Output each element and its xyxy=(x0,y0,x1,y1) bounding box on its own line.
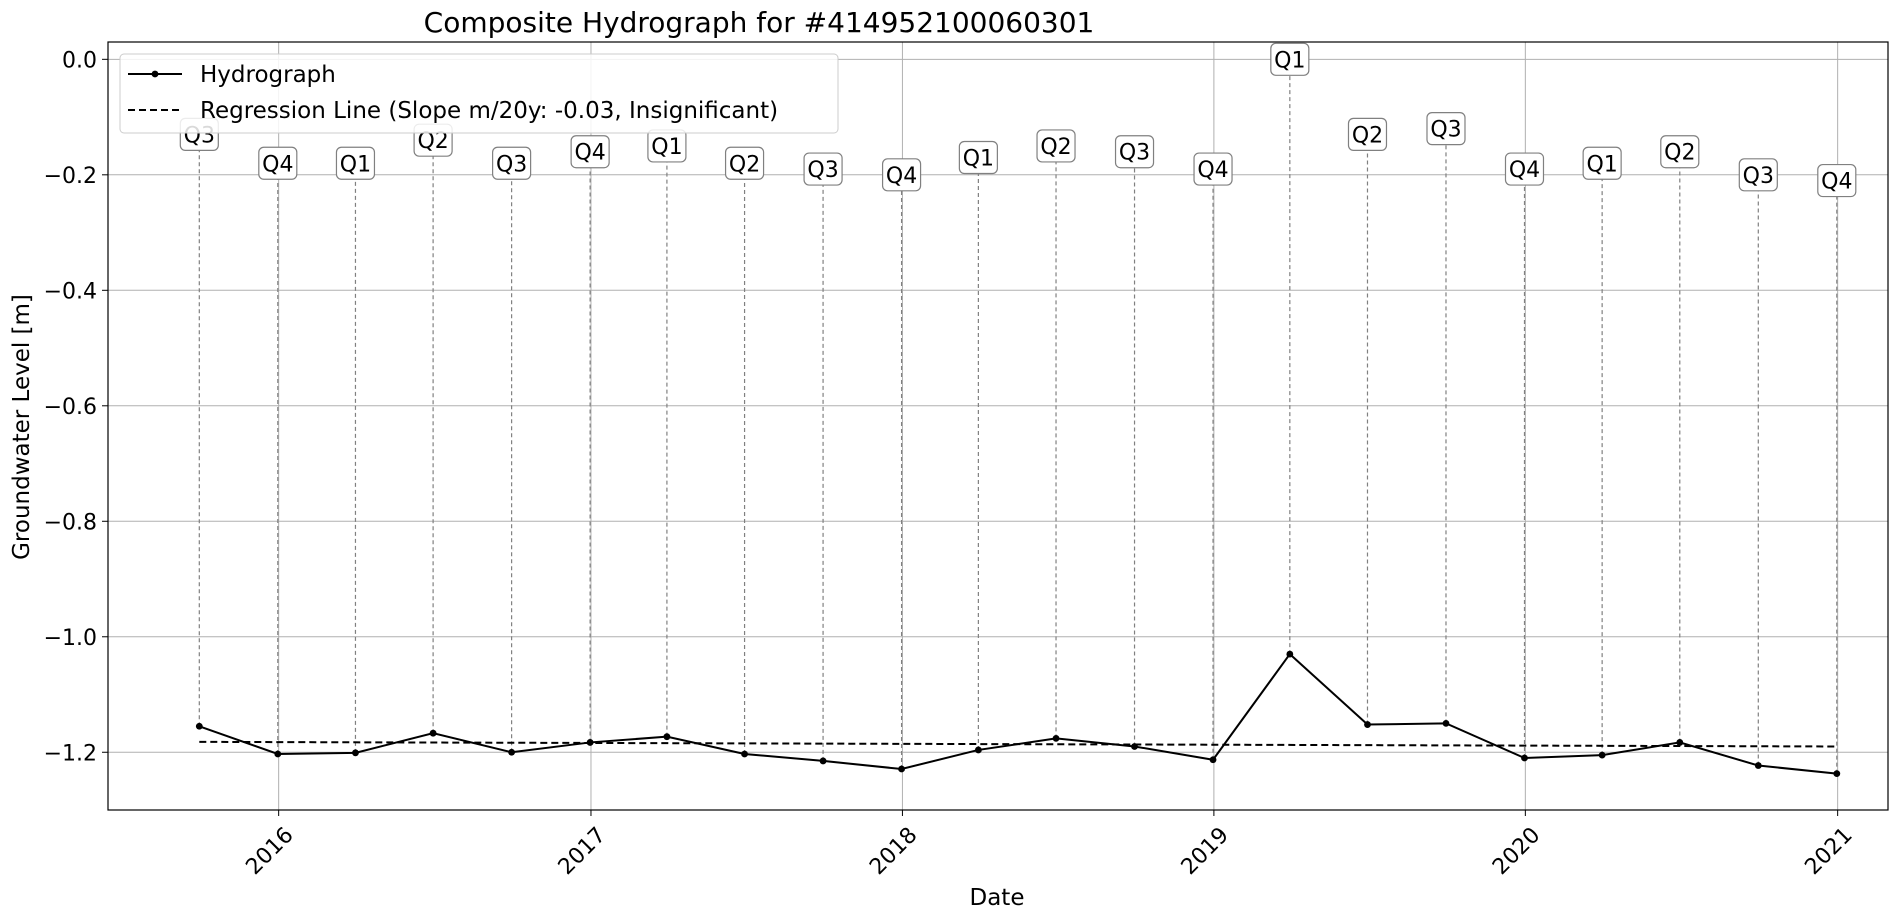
hydrograph-point xyxy=(586,739,594,746)
quarter-label: Q3 xyxy=(1119,141,1150,166)
hydrograph-point xyxy=(663,733,671,741)
chart-title: Composite Hydrograph for #41495210006030… xyxy=(424,6,1095,39)
legend: Hydrograph Regression Line (Slope m/20y:… xyxy=(119,53,839,134)
quarter-label-box xyxy=(335,146,376,180)
quarter-label-box xyxy=(1660,135,1700,169)
quarter-label-box xyxy=(492,146,532,180)
quarter-label: Q4 xyxy=(574,141,605,166)
quarter-label: Q2 xyxy=(1040,135,1071,160)
quarter-label: Q1 xyxy=(340,152,371,177)
legend-regression-label: Regression Line (Slope m/20y: -0.03, Ins… xyxy=(200,98,778,124)
legend-hydrograph-marker xyxy=(151,70,159,78)
hydrograph-point xyxy=(1521,754,1528,762)
quarter-label-box xyxy=(1193,152,1233,186)
quarter-label: Q3 xyxy=(1743,164,1774,189)
hydrograph-point xyxy=(1598,751,1606,759)
y-tick-label: −1.2 xyxy=(44,741,97,766)
y-tick-label: −0.8 xyxy=(44,510,97,535)
series xyxy=(195,650,1841,778)
hydrograph-point xyxy=(1131,743,1138,750)
annotation-connectors xyxy=(198,59,1838,774)
quarter-label: Q1 xyxy=(651,135,682,160)
hydrograph-point xyxy=(1442,719,1450,727)
legend-hydrograph-label: Hydrograph xyxy=(200,62,336,88)
quarter-label: Q1 xyxy=(963,146,994,171)
hydrograph-point xyxy=(819,757,827,765)
hydrograph-point xyxy=(429,729,437,737)
quarter-label-box xyxy=(803,152,843,186)
y-tick-label: −0.2 xyxy=(44,164,97,189)
y-axis-label: Groundwater Level [m] xyxy=(9,294,35,560)
quarter-label-box xyxy=(1504,152,1545,186)
y-tick-label: −0.4 xyxy=(44,279,97,304)
quarter-label: Q1 xyxy=(1586,152,1617,177)
hydrograph-point xyxy=(1052,734,1060,742)
hydrograph-point xyxy=(1833,770,1841,778)
hydrograph-point xyxy=(974,746,982,754)
quarter-label-box xyxy=(881,158,922,192)
hydrograph-point xyxy=(195,722,203,730)
hydrograph-point xyxy=(352,749,359,757)
quarter-label: Q4 xyxy=(1197,158,1228,183)
y-tick-label: 0.0 xyxy=(62,48,97,73)
quarter-label-box xyxy=(1347,117,1388,151)
hydrograph-line xyxy=(198,652,1837,775)
quarter-label: Q4 xyxy=(886,164,917,189)
x-axis-label: Date xyxy=(970,885,1025,911)
quarter-label-box xyxy=(1582,146,1622,180)
quarter-label-box xyxy=(1114,135,1155,169)
quarter-label-box xyxy=(1817,163,1857,198)
quarter-label: Q2 xyxy=(729,152,760,177)
y-tick-label: −0.6 xyxy=(44,395,97,420)
hydrograph-point xyxy=(1364,721,1371,728)
quarter-label: Q4 xyxy=(1509,158,1540,183)
quarter-label-box xyxy=(258,146,298,180)
quarter-label-box xyxy=(724,146,765,180)
quarter-label: Q1 xyxy=(1274,48,1305,73)
hydrograph-point xyxy=(274,750,282,758)
hydrograph-point xyxy=(1209,756,1217,764)
quarter-label-box xyxy=(958,140,998,175)
quarter-label: Q3 xyxy=(807,158,838,183)
quarter-label: Q2 xyxy=(1352,123,1383,148)
legend-box xyxy=(119,53,839,134)
quarter-label-box xyxy=(1036,129,1076,163)
quarter-label: Q2 xyxy=(1664,141,1695,166)
hydrograph-point xyxy=(1676,739,1684,746)
quarter-label-box xyxy=(1426,112,1466,146)
hydrograph-point xyxy=(741,750,748,758)
plot-frame xyxy=(107,41,1889,811)
quarter-label-box xyxy=(570,135,610,169)
quarter-label-box xyxy=(1270,42,1310,76)
quarter-label: Q3 xyxy=(1430,118,1461,143)
hydrograph-point xyxy=(1754,762,1762,769)
quarter-label-box xyxy=(1738,158,1778,192)
hydrograph-point xyxy=(898,765,905,773)
quarter-label: Q3 xyxy=(496,152,527,177)
quarter-label: Q4 xyxy=(1821,170,1852,195)
hydrograph-point xyxy=(508,748,516,756)
hydrograph-point xyxy=(1286,650,1294,658)
quarter-label: Q4 xyxy=(262,152,293,177)
y-tick-label: −1.0 xyxy=(44,626,97,651)
